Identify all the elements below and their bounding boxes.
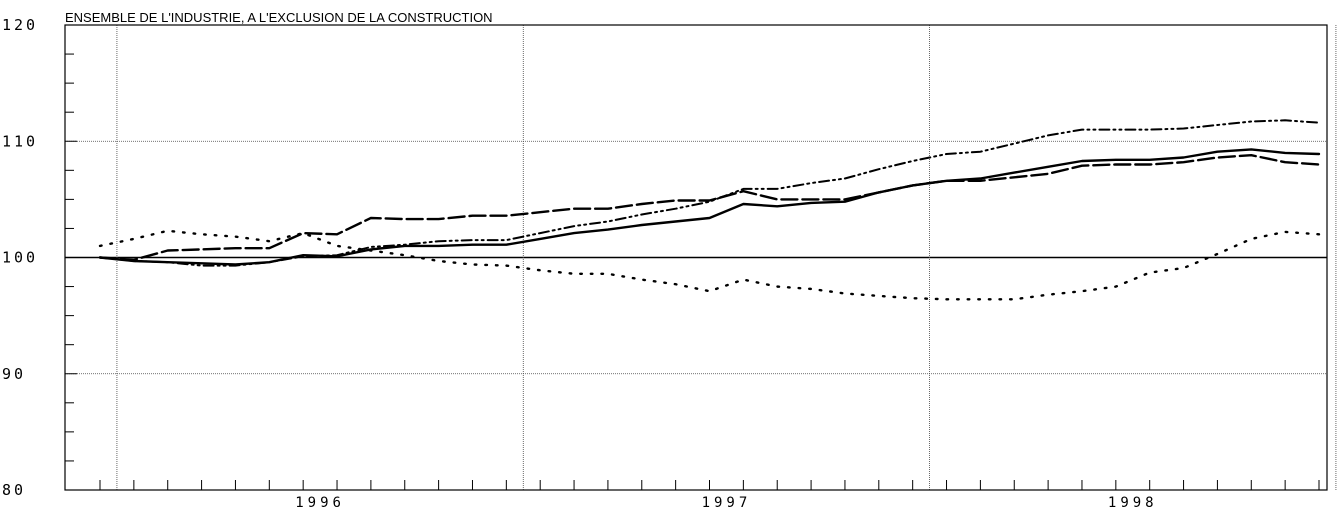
y-tick-label: 120 <box>2 16 38 34</box>
series-line-dotted <box>98 229 1321 301</box>
x-tick-label: 1998 <box>1108 495 1158 511</box>
x-tick-label: 1996 <box>295 495 345 511</box>
chart-title: ENSEMBLE DE L'INDUSTRIE, A L'EXCLUSION D… <box>65 10 493 25</box>
grid <box>65 25 1337 490</box>
series-line-dashdot <box>99 119 1320 267</box>
x-tick-label: 1997 <box>702 495 752 511</box>
y-tick-label: 110 <box>2 132 38 150</box>
y-tick-label: 90 <box>2 365 26 383</box>
y-tick-label: 80 <box>2 481 26 499</box>
series-group <box>98 119 1321 301</box>
series-line-dashed <box>98 154 1321 261</box>
series-line-solid <box>98 148 1321 266</box>
axes: 120 110 100 90 80 1996 1997 1998 <box>2 16 1328 511</box>
y-tick-label: 100 <box>2 249 38 267</box>
